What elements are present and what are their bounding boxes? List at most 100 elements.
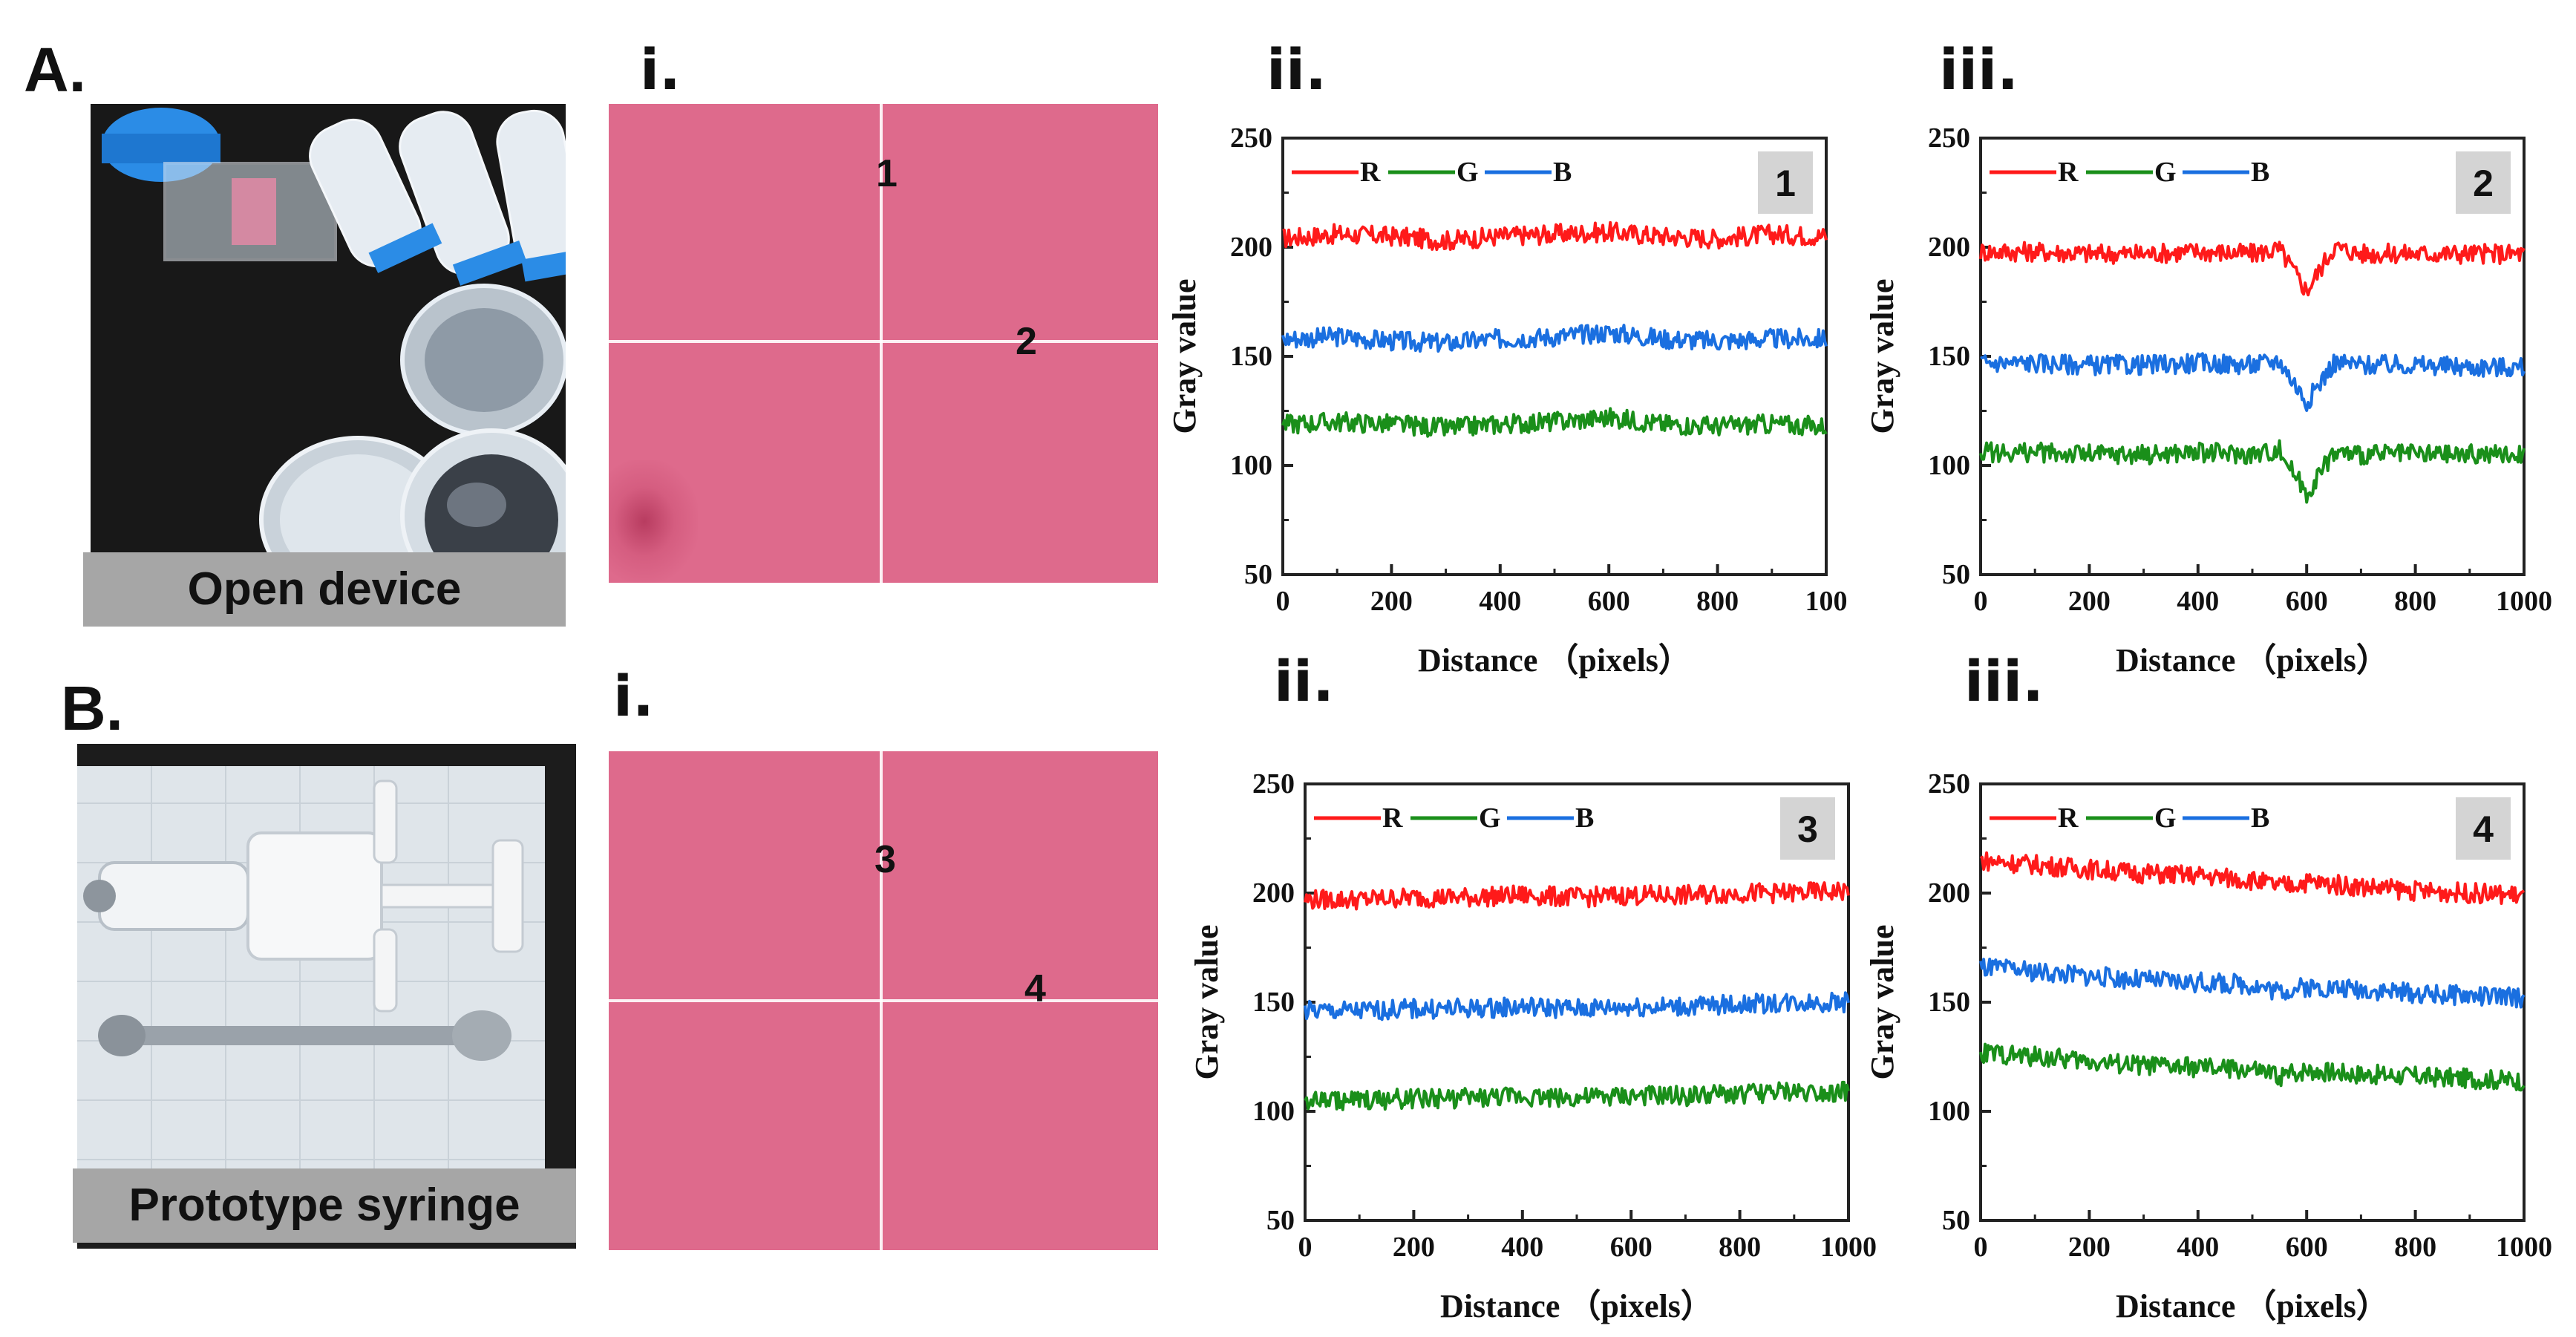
- x-tick-label: 0: [1974, 1232, 1988, 1263]
- crosshair-vertical: [880, 104, 883, 583]
- y-tick-label: 250: [1928, 122, 1970, 154]
- syringe-illustration: [77, 766, 545, 1212]
- x-tick-label: 400: [2177, 586, 2219, 617]
- x-tick-label: 400: [2177, 1232, 2219, 1263]
- chart-id-label: 1: [1775, 163, 1796, 204]
- chart-id-badge: [2456, 797, 2511, 860]
- y-tick-label: 200: [1230, 232, 1272, 263]
- series-line-R: [1304, 881, 1850, 911]
- x-tick-label: 100: [1805, 586, 1848, 617]
- x-tick-label: 200: [1393, 1232, 1435, 1263]
- chart-id-badge: [2456, 151, 2511, 214]
- y-axis-label: Gray value: [1189, 925, 1225, 1080]
- panel-b-sub-i: i.: [613, 663, 654, 729]
- panel-b-label: B.: [61, 673, 123, 743]
- series-line-G: [1304, 1080, 1850, 1111]
- y-tick-label: 150: [1230, 341, 1272, 372]
- x-tick-label: 400: [1479, 586, 1521, 617]
- chart-id-badge: [1758, 151, 1813, 214]
- y-tick-label: 100: [1928, 1096, 1970, 1127]
- y-tick-label: 200: [1928, 877, 1970, 909]
- series-line-B: [1304, 991, 1850, 1021]
- x-tick-label: 1000: [2496, 1232, 2552, 1263]
- y-tick-label: 100: [1230, 450, 1272, 481]
- panel-b-sub-iii: iii.: [1964, 648, 2044, 714]
- y-tick-label: 150: [1928, 341, 1970, 372]
- x-tick-label: 0: [1276, 586, 1290, 617]
- y-axis-label: Gray value: [1864, 925, 1900, 1080]
- panel-a-sub-ii: ii.: [1266, 36, 1327, 102]
- y-tick-label: 50: [1266, 1205, 1295, 1236]
- x-tick-label: 200: [1370, 586, 1413, 617]
- series-line-B: [1979, 958, 2526, 1009]
- series-line-G: [1979, 439, 2526, 504]
- legend-label-G: G: [1479, 802, 1501, 834]
- legend-label-B: B: [1553, 157, 1572, 188]
- x-tick-label: 800: [2394, 1232, 2436, 1263]
- series-line-R: [1979, 241, 2526, 297]
- y-axis-label: Gray value: [1864, 279, 1900, 434]
- micrograph-b: 3 4: [609, 751, 1158, 1250]
- y-tick-label: 250: [1252, 768, 1295, 800]
- y-tick-label: 100: [1928, 450, 1970, 481]
- legend-label-B: B: [2251, 157, 2269, 188]
- x-tick-label: 200: [2068, 1232, 2111, 1263]
- y-tick-label: 150: [1252, 987, 1295, 1018]
- chart-id-label: 4: [2473, 808, 2494, 850]
- y-tick-label: 200: [1928, 232, 1970, 263]
- chart-2: 50 100 150 200 250 0 200 400 600 800 1000 Distance …: [1864, 122, 2552, 679]
- marker-4: 4: [1024, 967, 1046, 1010]
- panel-a-label: A.: [24, 35, 86, 105]
- y-tick-label: 150: [1928, 987, 1970, 1018]
- legend-label-R: R: [1360, 157, 1381, 188]
- x-axis-label: Distance （pixels）: [1418, 642, 1691, 679]
- legend-label-B: B: [1575, 802, 1594, 834]
- micrograph-a: 1 2: [609, 104, 1158, 583]
- x-tick-label: 0: [1298, 1232, 1312, 1263]
- chart-id-badge: [1780, 797, 1835, 860]
- marker-2: 2: [1016, 320, 1037, 363]
- x-tick-label: 1000: [2496, 586, 2552, 617]
- open-device-caption: Open device: [83, 552, 566, 627]
- panel-b-sub-ii: ii.: [1274, 648, 1334, 714]
- tissue-stain: [609, 460, 698, 583]
- x-tick-label: 400: [1501, 1232, 1543, 1263]
- x-axis-label: Distance （pixels）: [2116, 1288, 2389, 1324]
- series-line-B: [1980, 352, 2526, 412]
- legend-label-R: R: [2058, 157, 2079, 188]
- y-tick-label: 200: [1252, 877, 1295, 909]
- series-line-R: [1979, 851, 2526, 905]
- chart-3: 50 100 150 200 250 0 200 400 600 800 1000 Distance …: [1189, 768, 1877, 1324]
- y-tick-label: 50: [1942, 1205, 1970, 1236]
- x-tick-label: 600: [2286, 586, 2328, 617]
- crosshair-vertical: [880, 751, 883, 1250]
- chart-1: 50 100 150 200 250 0 200 400 600 800 100 Distance （…: [1166, 122, 1848, 679]
- x-tick-label: 200: [2068, 586, 2111, 617]
- legend-label-G: G: [2154, 157, 2177, 188]
- plot-frame: [1281, 137, 1828, 576]
- open-device-photo: [91, 104, 566, 624]
- legend-label-G: G: [2154, 802, 2177, 834]
- crosshair-horizontal: [609, 340, 1158, 343]
- x-axis-label: Distance （pixels）: [2116, 642, 2389, 679]
- marker-3: 3: [875, 838, 896, 881]
- panel-a-sub-i: i.: [640, 36, 681, 102]
- x-tick-label: 800: [1719, 1232, 1761, 1263]
- x-axis-label: Distance （pixels）: [1440, 1288, 1713, 1324]
- y-tick-label: 100: [1252, 1096, 1295, 1127]
- x-tick-label: 0: [1974, 586, 1988, 617]
- y-tick-label: 50: [1942, 559, 1970, 590]
- open-device-illustration: [102, 108, 566, 604]
- y-tick-label: 250: [1928, 768, 1970, 800]
- chart-id-label: 3: [1797, 808, 1818, 850]
- legend-label-G: G: [1457, 157, 1479, 188]
- panel-a-sub-iii: iii.: [1939, 36, 2019, 102]
- x-tick-label: 600: [1610, 1232, 1653, 1263]
- marker-1: 1: [876, 152, 898, 195]
- legend-label-R: R: [2058, 802, 2079, 834]
- y-tick-label: 250: [1230, 122, 1272, 154]
- crosshair-horizontal: [609, 999, 1158, 1002]
- series-line-G: [1281, 407, 1828, 438]
- x-tick-label: 600: [1588, 586, 1630, 617]
- y-tick-label: 50: [1244, 559, 1272, 590]
